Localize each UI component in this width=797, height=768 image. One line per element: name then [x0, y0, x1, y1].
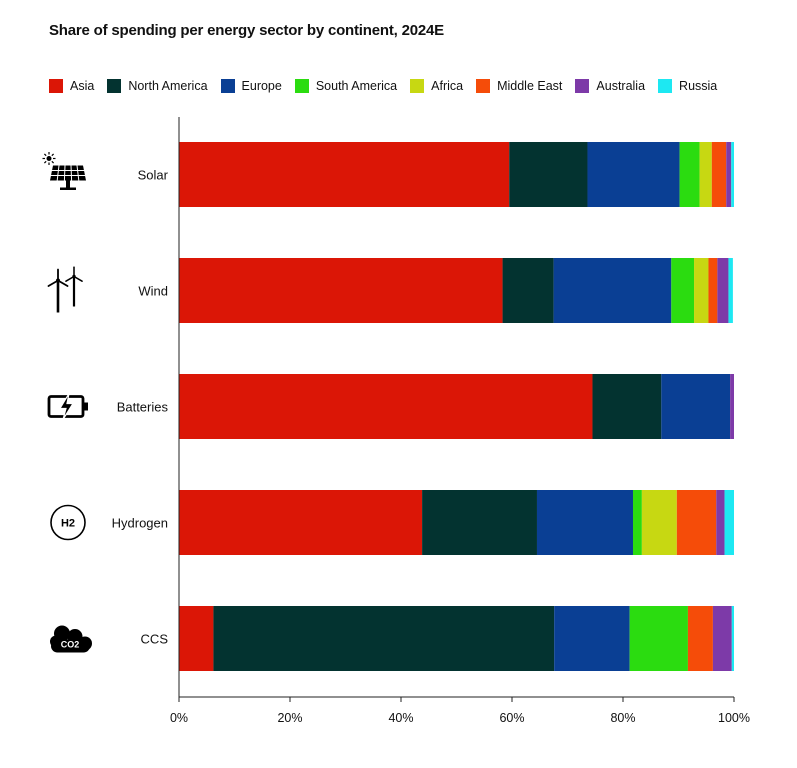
- legend-label: North America: [128, 79, 208, 93]
- legend-swatch: [294, 79, 309, 93]
- legend-swatch: [220, 79, 235, 93]
- bar-wind-south-america: [671, 258, 695, 323]
- wind-turbine-icon: [47, 266, 83, 313]
- legend-item-russia: Russia: [658, 79, 717, 93]
- legend-item-africa: Africa: [410, 79, 463, 93]
- hydrogen-icon: H2: [50, 504, 86, 541]
- bar-batteries-north-america: [592, 374, 662, 439]
- bar-hydrogen-asia: [179, 490, 423, 555]
- legend-item-europe: Europe: [220, 79, 282, 93]
- bar-solar-south-america: [679, 142, 700, 207]
- legend-label: Africa: [431, 79, 464, 93]
- bar-ccs-middle-east: [687, 606, 713, 671]
- bar-solar-russia: [731, 142, 734, 207]
- battery-icon: [47, 393, 88, 420]
- legend-item-middle-east: Middle East: [476, 79, 562, 93]
- category-label-hydrogen: Hydrogen: [112, 516, 168, 531]
- bar-wind-russia: [728, 258, 733, 323]
- solar-panel-icon: [42, 152, 86, 190]
- bar-solar-middle-east: [711, 142, 727, 207]
- bar-batteries-australia: [730, 374, 734, 439]
- bar-solar-africa: [699, 142, 712, 207]
- category-label-batteries: Batteries: [117, 400, 169, 415]
- x-tick-label: 40%: [388, 711, 413, 725]
- legend-item-south-america: South America: [294, 79, 398, 93]
- co2-cloud-icon: CO2: [50, 625, 92, 653]
- bar-hydrogen-africa: [641, 490, 677, 555]
- legend-label: Australia: [596, 79, 646, 93]
- bar-ccs-north-america: [213, 606, 555, 671]
- co2-icon-text: CO2: [61, 640, 80, 650]
- bar-wind-middle-east: [708, 258, 718, 323]
- x-tick-label: 0%: [170, 711, 188, 725]
- chart-title: Share of spending per energy sector by c…: [49, 22, 444, 39]
- bar-hydrogen-north-america: [422, 490, 537, 555]
- legend-swatch: [107, 79, 122, 93]
- bar-solar-australia: [726, 142, 732, 207]
- legend-swatch: [575, 79, 590, 93]
- legend-swatch: [49, 79, 63, 93]
- bar-ccs-asia: [179, 606, 214, 671]
- bar-ccs-australia: [712, 606, 732, 671]
- bar-wind-australia: [717, 258, 729, 323]
- bar-ccs-south-america: [629, 606, 688, 671]
- bar-ccs-europe: [554, 606, 630, 671]
- bar-wind-europe: [553, 258, 672, 323]
- bar-ccs-russia: [731, 606, 734, 671]
- bar-hydrogen-europe: [536, 490, 633, 555]
- bar-batteries-europe: [661, 374, 731, 439]
- legend-label: Europe: [241, 79, 282, 93]
- category-label-solar: Solar: [138, 168, 169, 183]
- bar-wind-africa: [694, 258, 709, 323]
- x-tick-label: 60%: [499, 711, 524, 725]
- bar-wind-north-america: [502, 258, 554, 323]
- bar-hydrogen-south-america: [632, 490, 642, 555]
- legend: Asia North America Europe South America Afri…: [49, 79, 730, 93]
- legend-swatch: [476, 79, 491, 93]
- legend-item-north-america: North America: [107, 79, 208, 93]
- bar-solar-north-america: [509, 142, 588, 207]
- legend-item-australia: Australia: [575, 79, 645, 93]
- legend-swatch: [410, 79, 425, 93]
- legend-label: Russia: [679, 79, 718, 93]
- bar-solar-europe: [587, 142, 680, 207]
- x-tick-label: 20%: [277, 711, 302, 725]
- bar-solar-asia: [179, 142, 510, 207]
- bar-hydrogen-australia: [716, 490, 725, 555]
- bar-wind-asia: [179, 258, 503, 323]
- legend-label: South America: [315, 79, 398, 93]
- legend-item-asia: Asia: [49, 79, 94, 93]
- bar-hydrogen-russia: [724, 490, 734, 555]
- x-tick-label: 80%: [610, 711, 635, 725]
- legend-label: Middle East: [497, 79, 563, 93]
- legend-swatch: [658, 79, 673, 93]
- legend-label: Asia: [70, 79, 95, 93]
- x-tick-label: 100%: [718, 711, 750, 725]
- bar-batteries-asia: [179, 374, 593, 439]
- hydrogen-icon-text: H2: [61, 518, 75, 530]
- category-label-wind: Wind: [138, 284, 168, 299]
- category-label-ccs: CCS: [141, 632, 169, 647]
- bar-hydrogen-middle-east: [676, 490, 717, 555]
